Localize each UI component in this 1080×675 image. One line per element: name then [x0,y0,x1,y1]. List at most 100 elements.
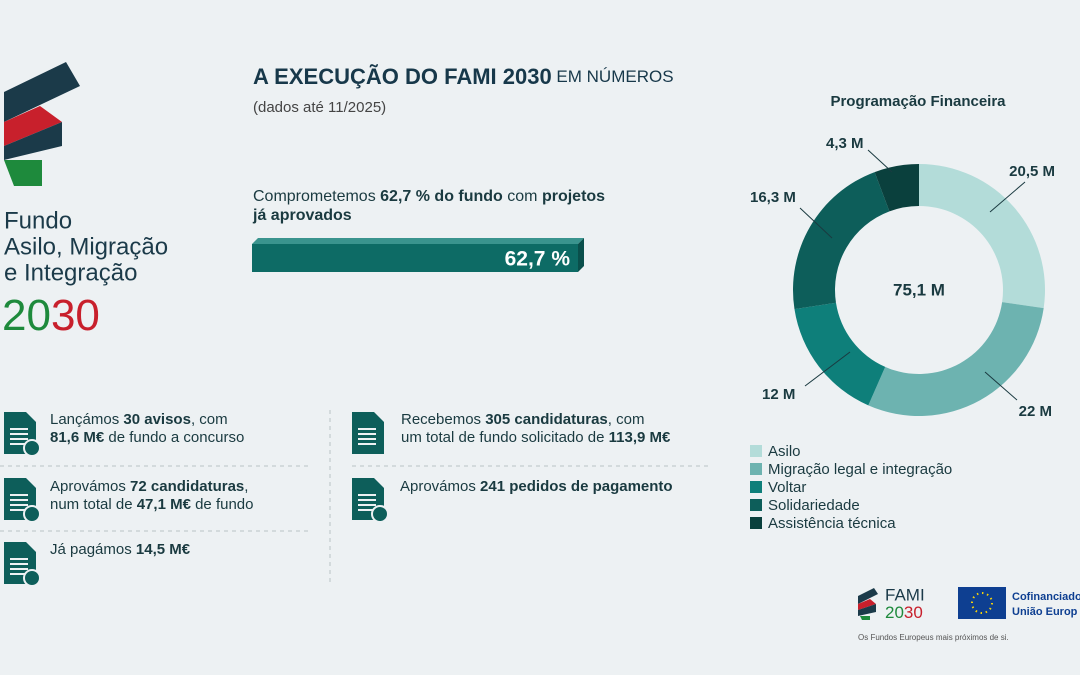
chart-title: Programação Financeira [830,93,1006,110]
text-run: Lançámos [50,411,123,428]
legend-swatch [750,463,762,475]
leader-line [799,207,833,239]
text-run: Já pagámos [50,541,136,558]
center-label: 75,1 M [893,280,945,299]
text-run: de fundo a concurso [104,429,244,446]
footer-logo [858,587,1006,620]
legend-label: Migração legal e integração [768,461,952,478]
icon-line [10,568,28,570]
text-run: 305 candidaturas [485,411,608,428]
legend-swatch [750,499,762,511]
progress-bar [252,238,584,272]
icon-badge [23,439,41,457]
logo-mark [4,62,80,186]
text-run: num total de [50,496,137,513]
leader-line [984,371,1018,401]
logo-year: 2030 [2,291,100,340]
icon-badge [371,505,389,523]
text-run: Aprovámos [50,478,130,495]
donut-slice [874,164,919,212]
text-run: 20 [2,291,51,340]
tagline: Os Fundos Europeus mais próximos de si. [858,633,1009,642]
legend-label: Solidariedade [768,497,860,514]
legend-swatch [750,445,762,457]
footer-year: 2030 [885,603,923,622]
leader-line [989,181,1026,213]
text-run: 30 [51,291,100,340]
icon-line [358,428,376,430]
stat-text: Aprovámos 241 pedidos de pagamento [400,478,673,495]
legend-label: Voltar [768,479,806,496]
text-run: Aprovámos [400,478,480,495]
text-run: , [244,478,248,495]
icon-line [10,558,28,560]
text-run: 30 avisos [123,411,191,428]
leader-line [867,149,893,173]
legend-swatch [750,481,762,493]
icon-line [10,428,28,430]
text-run: 47,1 M€ [137,496,192,513]
stat-text: Aprovámos 72 candidaturas, [50,478,248,495]
text-run: Recebemos [401,411,485,428]
text-run: de fundo [191,496,254,513]
data-label: 20,5 M [1009,163,1055,180]
leader-line [804,351,851,387]
icon-line [358,499,376,501]
text-run: 241 pedidos de pagamento [480,478,673,495]
icon-badge [23,505,41,523]
data-label: 22 M [1019,403,1052,420]
icon-line [10,504,28,506]
data-label: 16,3 M [750,189,796,206]
donut-slice [868,302,1044,416]
text-run: 113,9 M€ [609,429,671,446]
dividers [0,410,710,582]
footer-brand: FAMI [885,585,925,604]
donut-slice [919,164,1045,309]
icon-line [358,433,376,435]
text-run: 81,6 M€ [50,429,105,446]
logo-text: Asilo, Migração [4,233,168,260]
logo-text: Fundo [4,207,72,234]
icon-line [358,494,376,496]
stat-text: Já pagámos 14,5 M€ [50,541,191,558]
donut-slice [794,302,886,406]
text-run: 14,5 M€ [136,541,191,558]
bar-label: 62,7 % [505,248,571,271]
highlight-text: Comprometemos 62,7 % do fundo com projet… [253,188,605,205]
icon-line [10,509,28,511]
text-run: , com [608,411,645,428]
icon-line [358,504,376,506]
text-run: 30 [904,603,923,622]
text-run: um total de fundo solicitado de [401,429,609,446]
stat-text: Lançámos 30 avisos, com [50,411,228,428]
text-run: , com [191,411,228,428]
highlight-text: já aprovados [252,207,352,224]
icon-line [358,509,376,511]
icon-line [10,573,28,575]
icon-line [10,433,28,435]
stat-text: num total de 47,1 M€ de fundo [50,496,253,513]
text-run: EM NÚMEROS [552,67,674,86]
data-label: 4,3 M [826,135,864,152]
legend-swatch [750,517,762,529]
icon-line [10,438,28,440]
icon-line [10,563,28,565]
icon-line [358,438,376,440]
text-run: 20 [885,603,904,622]
stat-text: 81,6 M€ de fundo a concurso [50,429,244,446]
data-label: 12 M [762,386,795,403]
subtitle: (dados até 11/2025) [253,99,386,116]
icon-line [10,443,28,445]
title: A EXECUÇÃO DO FAMI 2030 EM NÚMEROS [253,64,674,89]
stat-text: um total de fundo solicitado de 113,9 M€ [401,429,671,446]
icon-line [10,494,28,496]
text-run: 62,7 % do fundo [380,188,503,205]
text-run: 72 candidaturas [130,478,244,495]
text-run: A EXECUÇÃO DO FAMI 2030 [253,64,552,89]
legend-label: Assistência técnica [768,515,896,532]
logo-text: e Integração [4,259,137,286]
text-run: Comprometemos [253,188,380,205]
